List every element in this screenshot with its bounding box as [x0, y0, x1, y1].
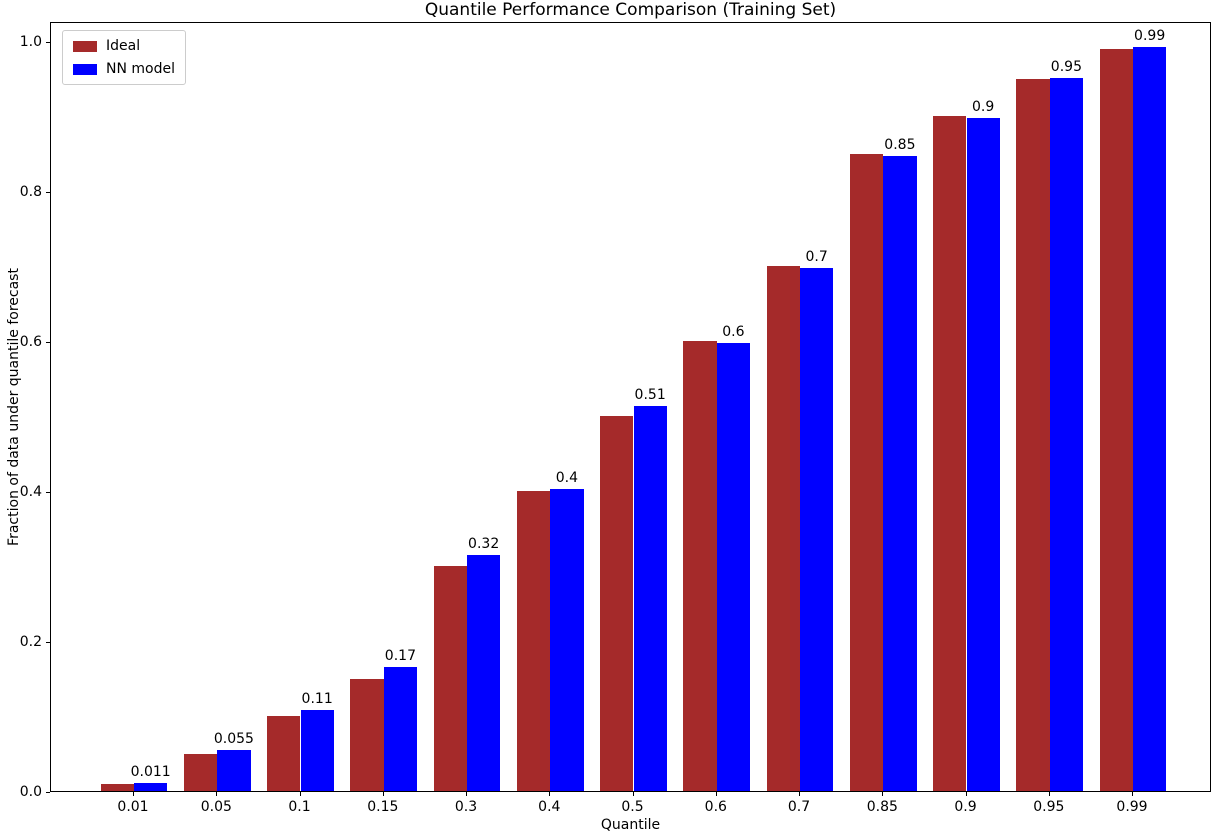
bar-nn-model-0.9: [966, 118, 1000, 791]
bar-value-label-0.1: 0.11: [301, 691, 333, 707]
x-tick-label-0.15: 0.15: [367, 799, 399, 815]
bar-nn-model-0.6: [716, 343, 751, 791]
bar-value-label-0.5: 0.51: [634, 387, 666, 404]
y-tick-0.6: [46, 341, 50, 343]
legend-item-ideal: Ideal: [73, 38, 175, 54]
x-tick-0.1: [299, 792, 301, 796]
x-tick-0.4: [549, 792, 551, 796]
x-tick-label-0.99: 0.99: [1116, 799, 1148, 815]
bar-nn-model-0.85: [883, 155, 917, 791]
bar-ideal-0.05: [183, 753, 218, 791]
bar-nn-model-0.5: [633, 406, 667, 791]
bar-ideal-0.1: [267, 716, 301, 791]
bar-ideal-0.99: [1099, 48, 1133, 791]
legend-swatch-nn-model: [73, 63, 97, 75]
bar-nn-model-0.01: [134, 782, 168, 791]
y-tick-label-0.2: 0.2: [19, 634, 42, 650]
y-tick-label-0.4: 0.4: [19, 484, 42, 500]
y-tick-0.0: [46, 791, 50, 793]
bar-value-label-0.01: 0.011: [130, 763, 171, 780]
bar-value-label-0.05: 0.055: [213, 730, 254, 747]
x-axis-label: Quantile: [600, 817, 661, 833]
x-tick-label-0.4: 0.4: [538, 799, 561, 815]
x-tick-0.7: [799, 792, 800, 796]
y-tick-0.4: [46, 491, 50, 493]
y-axis-label: Fraction of data under quantile forecast: [6, 268, 22, 546]
legend-item-nn-model: NN model: [73, 61, 175, 77]
bar-ideal-0.95: [1016, 78, 1050, 791]
x-tick-0.05: [216, 792, 218, 796]
x-tick-label-0.01: 0.01: [117, 799, 149, 815]
y-tick-label-0.0: 0.0: [19, 784, 42, 800]
x-tick-label-0.95: 0.95: [1033, 799, 1065, 815]
y-tick-label-0.8: 0.8: [19, 184, 42, 200]
x-tick-0.99: [1132, 792, 1133, 796]
x-tick-label-0.9: 0.9: [954, 799, 977, 815]
bar-nn-model-0.1: [300, 710, 334, 791]
bar-nn-model-0.3: [467, 554, 501, 791]
x-tick-0.3: [466, 792, 467, 796]
bar-value-label-0.6: 0.6: [722, 324, 745, 341]
x-tick-label-0.7: 0.7: [787, 799, 811, 815]
x-tick-0.9: [965, 792, 967, 796]
x-tick-label-0.6: 0.6: [704, 799, 727, 815]
y-tick-label-0.6: 0.6: [19, 334, 42, 350]
bar-nn-model-0.05: [217, 749, 251, 791]
x-tick-0.15: [382, 792, 384, 796]
bar-value-label-0.3: 0.32: [468, 535, 500, 552]
x-tick-label-0.1: 0.1: [288, 799, 311, 815]
x-tick-0.85: [882, 792, 884, 796]
bar-value-label-0.99: 0.99: [1134, 28, 1166, 44]
legend-label-ideal: Ideal: [106, 38, 141, 54]
y-tick-0.2: [46, 641, 50, 643]
bar-ideal-0.3: [433, 566, 467, 791]
bar-ideal-0.6: [683, 341, 717, 791]
legend-label-nn-model: NN model: [106, 61, 175, 77]
bar-value-label-0.9: 0.9: [972, 99, 995, 116]
legend: Ideal NN model: [62, 30, 186, 85]
bar-nn-model-0.4: [550, 488, 584, 791]
bar-ideal-0.01: [100, 783, 134, 791]
y-tick-label-1.0: 1.0: [19, 34, 42, 50]
plot-area: Ideal NN model 0.011 0.055 0.11 0.17 0.32 0.4…: [50, 22, 1211, 792]
x-tick-0.5: [632, 792, 634, 796]
bar-value-label-0.15: 0.17: [384, 647, 416, 664]
bar-value-label-0.85: 0.85: [884, 136, 916, 153]
x-tick-label-0.05: 0.05: [200, 799, 232, 815]
x-tick-0.6: [715, 792, 717, 796]
bar-nn-model-0.15: [383, 666, 418, 791]
bar-nn-model-0.95: [1049, 77, 1084, 791]
x-tick-label-0.5: 0.5: [621, 799, 644, 815]
x-tick-label-0.3: 0.3: [454, 799, 478, 815]
bar-ideal-0.15: [350, 678, 384, 791]
chart-title: Quantile Performance Comparison (Trainin…: [424, 0, 837, 20]
bar-ideal-0.4: [516, 491, 551, 791]
bar-ideal-0.85: [849, 153, 884, 791]
bar-nn-model-0.7: [800, 267, 834, 791]
bar-ideal-0.9: [933, 116, 967, 791]
bar-ideal-0.5: [600, 416, 634, 791]
bar-value-label-0.7: 0.7: [805, 248, 828, 265]
bar-ideal-0.7: [766, 266, 800, 791]
bar-nn-model-0.99: [1133, 47, 1167, 791]
y-tick-1.0: [46, 41, 50, 43]
bar-value-label-0.4: 0.4: [555, 469, 579, 486]
bar-value-label-0.95: 0.95: [1050, 58, 1082, 75]
x-tick-label-0.85: 0.85: [866, 799, 898, 815]
x-tick-0.95: [1048, 792, 1050, 796]
x-tick-0.01: [133, 792, 134, 796]
legend-swatch-ideal: [73, 40, 97, 52]
y-tick-0.8: [46, 191, 50, 193]
